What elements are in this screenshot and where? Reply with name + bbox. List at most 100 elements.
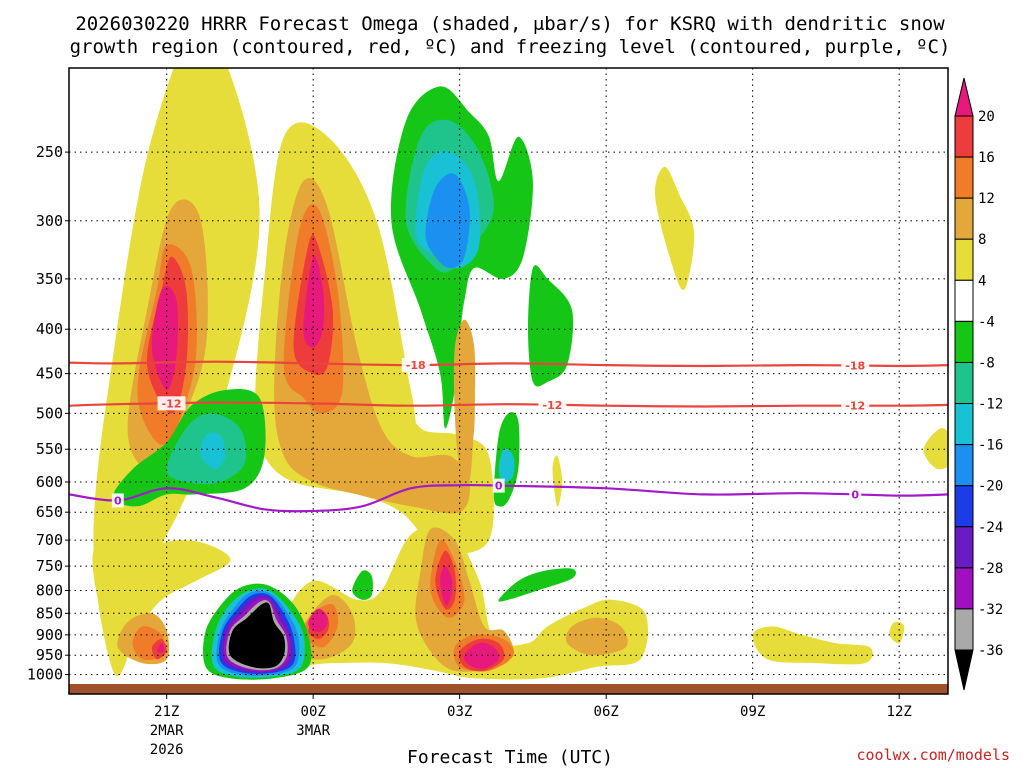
isotherm-label--12-2: -12: [845, 400, 865, 413]
x-tick-00Z: 00Z: [301, 704, 326, 720]
colorbar-label-16: 16: [978, 150, 995, 166]
colorbar-bottom-arrow: [954, 649, 974, 691]
colorbar-label--16: -16: [978, 438, 1003, 454]
isotherm-contours: -18 -18 -12 -12 -12 0 0 0: [69, 358, 948, 513]
colorbar-label--28: -28: [978, 561, 1003, 577]
isotherm-label--18-0: -18: [406, 359, 426, 372]
omega-shade-upper-b-4: [303, 255, 325, 348]
x-tick-21Z: 21Z: [154, 704, 179, 720]
y-tick-750: 750: [36, 557, 63, 575]
colorbar: 20 16 12 8 4 -4 -8 -12 -16 -20 -24 -28 -32 -36: [954, 77, 1003, 691]
isotherm-label-bg--12-0: [157, 396, 186, 411]
isotherm-label-bg-0-0: [111, 493, 124, 508]
y-tick-450: 450: [36, 365, 63, 383]
isotherm-line-0: [69, 483, 948, 513]
colorbar-band-7: [954, 361, 974, 405]
colorbar-band-11: [954, 526, 974, 569]
isotherm-label-0-0: 0: [114, 494, 122, 507]
y-tick-800: 800: [36, 581, 63, 599]
y-tick-900: 900: [36, 626, 63, 644]
colorbar-label--24: -24: [978, 520, 1003, 536]
colorbar-band-4: [954, 238, 974, 281]
omega-shade-low-red-11: [308, 608, 328, 632]
omega-shade-lower-green-1: [352, 570, 373, 600]
colorbar-band-13: [954, 608, 974, 651]
colorbar-label--12: -12: [978, 397, 1003, 413]
colorbar-label-12: 12: [978, 191, 995, 207]
omega-shade-lower-green-4: [498, 448, 515, 483]
y-tick-1000: 1000: [27, 666, 63, 684]
y-tick-650: 650: [36, 503, 63, 521]
isotherm-label-bg--18-0: [401, 358, 430, 373]
omega-shade-low-yellow-5: [552, 455, 563, 507]
colorbar-band-2: [954, 156, 974, 199]
omega-shade-upper-a-4: [151, 286, 178, 391]
omega-shade-vort-black-7: [228, 602, 286, 669]
isotherm-label-bg-0-2: [849, 487, 862, 502]
colorbar-label--36: -36: [978, 643, 1003, 659]
omega-shade-low-orange-2: [565, 617, 628, 656]
gridlines: [69, 68, 948, 682]
y-tick-600: 600: [36, 473, 63, 491]
chart-title-line-1: 2026030220 HRRR Forecast Omega (shaded, …: [75, 13, 945, 35]
y-axis: 250 300 350 400 450 500 550 600 650 700 750 800 850 9…: [27, 143, 69, 684]
isotherm-label--12-0: -12: [162, 397, 182, 410]
colorbar-band-8: [954, 403, 974, 446]
omega-shade-low-red-8: [464, 642, 500, 670]
isotherm-label-0-2: 0: [851, 489, 859, 502]
isotherm-label--18-1: -18: [845, 360, 865, 373]
omega-feature-mid-green: [112, 389, 266, 507]
colorbar-band-9: [954, 444, 974, 487]
x-tick-year-21Z: 2026: [150, 742, 184, 758]
y-tick-350: 350: [36, 270, 63, 288]
y-tick-500: 500: [36, 404, 63, 422]
x-tick-06Z: 06Z: [594, 704, 619, 720]
isotherm-label-bg--12-2: [841, 398, 870, 413]
omega-shade-low-red-2: [156, 643, 165, 653]
plot-frame: [68, 67, 949, 695]
y-tick-850: 850: [36, 604, 63, 622]
isotherm-line--12: [69, 401, 948, 408]
ground-bar: [69, 684, 948, 694]
y-tick-550: 550: [36, 440, 63, 458]
x-axis: 21Z 2MAR 2026 00Z 3MAR 03Z 06Z 09Z 12Z: [150, 694, 912, 758]
colorbar-label-20: 20: [978, 109, 995, 125]
colorbar-label--4: -4: [978, 314, 995, 330]
omega-shade-low-yellow-6: [889, 621, 905, 644]
omega-shade-low-yellow-3: [923, 428, 948, 470]
omega-shade-upper-c-3: [425, 173, 470, 268]
isotherm-label-bg--12-1: [538, 397, 567, 412]
x-tick-03Z: 03Z: [447, 704, 472, 720]
colorbar-band-12: [954, 567, 974, 610]
y-tick-700: 700: [36, 531, 63, 549]
isotherm-label-0-1: 0: [495, 480, 503, 493]
colorbar-band-10: [954, 485, 974, 528]
colorbar-band-5: [954, 279, 974, 322]
colorbar-label--32: -32: [978, 602, 1003, 618]
chart-title-line-2: growth region (contoured, red, ºC) and f…: [70, 36, 951, 58]
omega-shade-lower-green-2: [528, 265, 574, 387]
x-tick-12Z: 12Z: [887, 704, 912, 720]
omega-shade-mid-green-2: [200, 432, 226, 470]
colorbar-top-arrow: [954, 77, 974, 117]
x-tick-date-21Z: 2MAR: [150, 723, 184, 739]
isotherm-label-bg-0-1: [492, 478, 505, 493]
omega-shade-low-red-12: [463, 329, 475, 444]
omega-feature-upper-c: [390, 86, 533, 429]
omega-shade-low-red-5: [440, 566, 453, 606]
y-tick-250: 250: [36, 143, 63, 161]
colorbar-label-4: 4: [978, 273, 986, 289]
colorbar-band-1: [954, 115, 974, 158]
omega-feature-low-red: [132, 329, 514, 672]
colorbar-band-3: [954, 197, 974, 240]
colorbar-label-8: 8: [978, 232, 986, 248]
omega-shade-lower-green-0: [498, 568, 576, 602]
omega-shading: [92, 68, 948, 680]
y-tick-400: 400: [36, 320, 63, 338]
credit-link[interactable]: coolwx.com/models: [856, 746, 1010, 764]
x-tick-date-00Z: 3MAR: [296, 723, 330, 739]
omega-shade-low-yellow-4: [654, 166, 695, 290]
colorbar-band-6: [954, 320, 974, 363]
omega-feature-vort-black: [202, 583, 312, 680]
